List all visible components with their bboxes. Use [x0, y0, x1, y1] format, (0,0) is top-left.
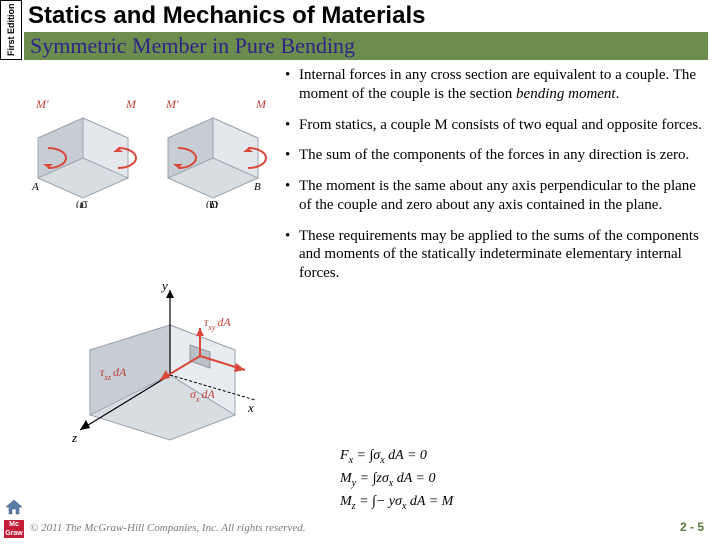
svg-text:A: A [31, 181, 39, 193]
svg-text:M: M [125, 97, 137, 111]
bullet-list: Internal forces in any cross section are… [285, 66, 705, 295]
bullet-item: The sum of the components of the forces … [285, 146, 705, 165]
svg-text:M': M' [35, 97, 49, 111]
equation-my: My = ∫zσx dA = 0 [340, 468, 453, 491]
svg-text:(a): (a) [76, 200, 87, 208]
svg-text:τxydA: τxydA [204, 315, 231, 332]
book-title: Statics and Mechanics of Materials [28, 2, 425, 30]
equations-block: Fx = ∫σx dA = 0 My = ∫zσx dA = 0 Mz = ∫−… [340, 445, 453, 513]
bullet-item: The moment is the same about any axis pe… [285, 177, 705, 215]
svg-text:M: M [255, 97, 267, 111]
figure-stress-element: y z x τxydA τxzdA σxdA [50, 280, 260, 450]
svg-text:x: x [247, 400, 254, 415]
svg-text:(b): (b) [206, 200, 218, 208]
bullet-item: These requirements may be applied to the… [285, 227, 705, 283]
home-icon[interactable] [4, 498, 24, 516]
figure-couple-blocks: M' M A C (a) M' M B D (b) [28, 78, 278, 208]
page-number: 2 - 5 [680, 520, 704, 534]
equation-fx: Fx = ∫σx dA = 0 [340, 445, 453, 468]
publisher-logo: Mc Graw Hill [4, 520, 24, 538]
section-title: Symmetric Member in Pure Bending [30, 33, 355, 59]
copyright-text: © 2011 The McGraw-Hill Companies, Inc. A… [30, 522, 306, 534]
svg-text:z: z [71, 430, 77, 445]
edition-tab: First Edition [0, 0, 22, 60]
svg-text:M': M' [165, 97, 179, 111]
bullet-item: From statics, a couple M consists of two… [285, 116, 705, 135]
svg-text:B: B [254, 181, 261, 193]
svg-text:y: y [160, 280, 168, 293]
equation-mz: Mz = ∫− yσx dA = M [340, 491, 453, 514]
bullet-item: Internal forces in any cross section are… [285, 66, 705, 104]
